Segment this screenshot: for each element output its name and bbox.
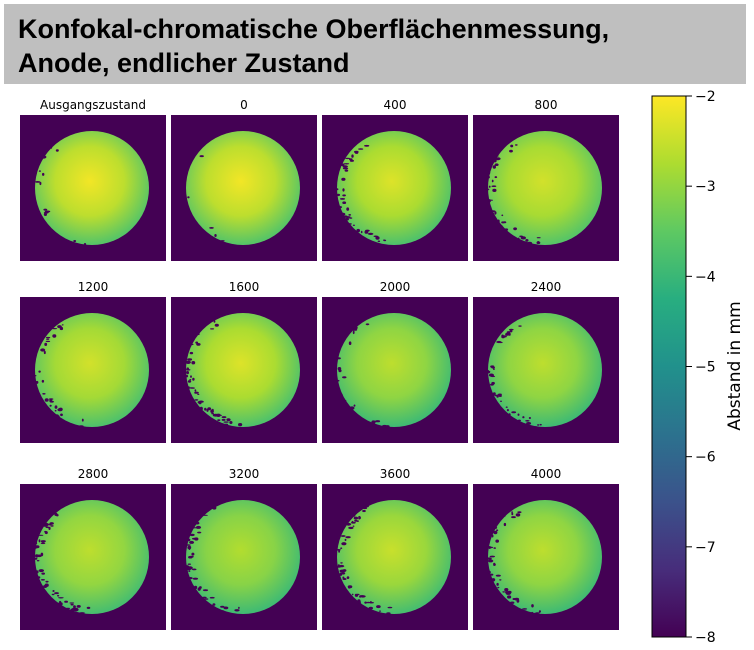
colorbar-gradient: [651, 95, 687, 638]
heatmap-panel: [171, 484, 317, 630]
title-banner: Konfokal-chromatische Oberflächenmessung…: [4, 4, 746, 84]
heatmap-panel: [322, 115, 468, 261]
colorbar-tick-label: −6: [695, 450, 716, 466]
sample-disk: [488, 313, 602, 427]
panel-label: 2800: [77, 467, 109, 481]
heatmap-panel: [473, 115, 619, 261]
panel-label: 400: [383, 98, 407, 112]
edge-damage: [486, 511, 541, 616]
colorbar-tick-label: −8: [695, 630, 716, 646]
heatmap-panel: [171, 115, 317, 261]
sample-disk: [186, 131, 300, 245]
sample-disk: [337, 313, 451, 427]
edge-damage: [187, 155, 225, 242]
edge-damage: [485, 325, 542, 428]
heatmap-panel: [322, 297, 468, 443]
title-line-1: Konfokal-chromatische Oberflächenmessung…: [18, 14, 610, 44]
sample-disk: [488, 131, 602, 245]
edge-damage: [184, 505, 240, 613]
sample-disk: [35, 500, 149, 614]
edge-damage: [336, 323, 390, 429]
panel-label: Ausgangszustand: [40, 98, 146, 112]
sample-disk: [488, 500, 602, 614]
sample-disk: [186, 313, 300, 427]
edge-damage: [336, 505, 393, 615]
panel-label: 1200: [77, 280, 109, 294]
sample-disk: [35, 313, 149, 427]
colorbar-tick-label: −5: [695, 360, 716, 376]
sample-disk: [337, 131, 451, 245]
edge-damage: [485, 144, 541, 245]
colorbar-tick-label: −3: [695, 179, 716, 195]
edge-damage: [35, 146, 87, 247]
panel-label: 1600: [228, 280, 260, 294]
colorbar-tick-label: −7: [695, 540, 716, 556]
edge-damage: [184, 320, 243, 427]
edge-damage: [32, 512, 91, 614]
panel-label: 4000: [530, 467, 562, 481]
heatmap-panel: [20, 115, 166, 261]
panel-label: 0: [240, 98, 248, 112]
sample-disk: [35, 131, 149, 245]
heatmap-panel: [322, 484, 468, 630]
heatmap-panel: [171, 297, 317, 443]
panel-label: 3600: [379, 467, 411, 481]
sample-disk: [337, 500, 451, 614]
panel-label: 2400: [530, 280, 562, 294]
sample-disk: [186, 500, 300, 614]
colorbar-ticks: −2 −3 −4 −5 −6 −7 −8: [686, 89, 716, 646]
colorbar-tick-label: −2: [695, 89, 716, 105]
panel-label: 2000: [379, 280, 411, 294]
panel-label: 3200: [228, 467, 260, 481]
heatmap-panel: [473, 484, 619, 630]
colorbar-tick-label: −4: [695, 269, 716, 285]
panel-label: 800: [534, 98, 558, 112]
edge-damage: [33, 324, 84, 428]
heatmap-panel: [473, 297, 619, 443]
heatmap-panel: [20, 297, 166, 443]
heatmap-panel: [20, 484, 166, 630]
edge-damage: [336, 144, 387, 243]
title-line-2: Anode, endlicher Zustand: [18, 48, 350, 78]
colorbar-label: Abstand in mm: [725, 301, 745, 430]
